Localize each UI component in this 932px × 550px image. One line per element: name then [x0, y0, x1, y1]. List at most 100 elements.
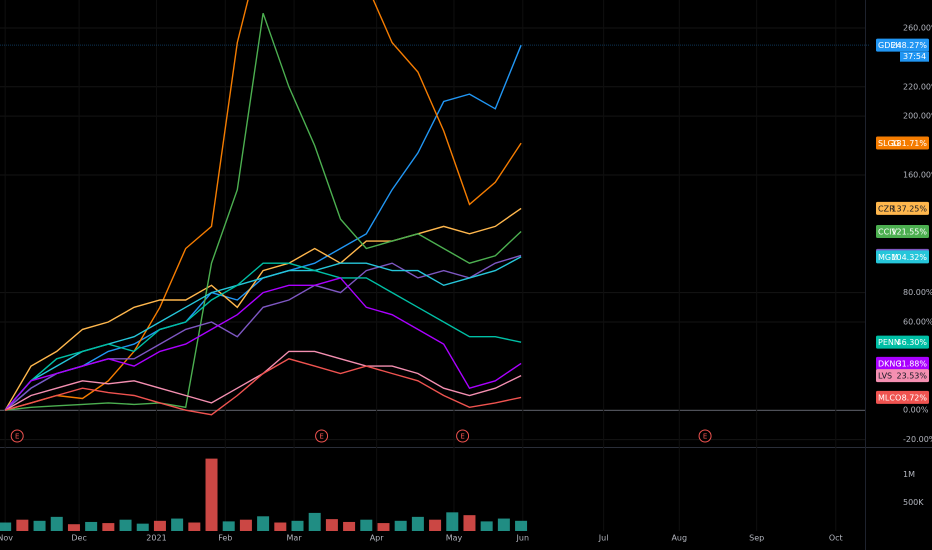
volume-bar	[446, 512, 459, 531]
earnings-marker	[315, 429, 329, 443]
volume-bar	[85, 521, 98, 531]
legend-entry: GDEH	[878, 41, 901, 50]
legend-entry: CCIV	[878, 228, 898, 237]
value-label: 104.32%	[891, 253, 927, 262]
volume-bar	[205, 458, 218, 531]
volume-bar	[239, 519, 252, 531]
value-label: 121.55%	[891, 228, 927, 237]
earnings-label: E	[15, 433, 19, 441]
volume-pane	[0, 458, 528, 531]
badge: MLCO 8.72%	[876, 390, 929, 404]
badge-box	[876, 335, 929, 349]
y-tick-label: 260.00%	[903, 23, 932, 32]
series-line	[4, 277, 522, 411]
volume-bar	[119, 519, 132, 531]
countdown-box	[900, 51, 929, 62]
plot	[4, 0, 522, 416]
volume-bar	[274, 522, 287, 531]
earnings-label: E	[319, 433, 323, 441]
x-tick-label: Oct	[829, 534, 843, 543]
value-label: 23.53%	[896, 372, 927, 381]
badge-box	[876, 136, 929, 150]
volume-bar	[343, 521, 356, 531]
legend-entry: CZR	[878, 204, 895, 213]
volume-bar	[291, 520, 304, 531]
x-tick-label: Jul	[598, 534, 609, 543]
badge-box	[876, 369, 929, 383]
volume-bar	[497, 518, 510, 531]
legend-entry: DKNG	[878, 359, 902, 368]
earnings-label: E	[460, 433, 464, 441]
y-tick-label: 60.00%	[903, 318, 932, 327]
volume-bar	[325, 519, 338, 531]
x-tick-label: Jun	[516, 534, 530, 543]
x-tick-label: Mar	[287, 534, 303, 543]
y-tick-label: 80.00%	[903, 288, 932, 297]
volume-bar	[429, 519, 442, 531]
volume-tick-label: 500K	[903, 498, 924, 507]
volume-bar	[0, 522, 12, 531]
y-tick-label: 0.00%	[903, 406, 929, 415]
badge-box	[876, 390, 929, 404]
volume-bar	[136, 523, 149, 531]
series-line	[5, 12, 522, 411]
volume-bar	[50, 516, 63, 531]
value-label: 8.72%	[902, 393, 928, 402]
volume-bar	[171, 518, 184, 531]
volume-bar	[515, 520, 528, 531]
legend-entry: MLCO	[878, 393, 901, 402]
y-tick-label: -20.00%	[903, 435, 932, 444]
earnings-marker	[698, 429, 712, 443]
volume-bar	[102, 523, 115, 531]
x-tick-label: Apr	[370, 534, 385, 543]
volume-bar	[67, 524, 80, 531]
badge-box	[876, 201, 929, 215]
volume-bar	[222, 521, 235, 531]
x-tick-label: Sep	[749, 534, 764, 543]
volume-bar	[377, 523, 390, 531]
badge-box	[876, 225, 929, 239]
x-tick-label: Aug	[671, 534, 687, 543]
x-tick-label: Feb	[218, 534, 232, 543]
value-label: 248.27%	[891, 41, 927, 50]
volume-bar	[33, 520, 46, 531]
volume-bar	[394, 520, 407, 531]
value-label: 31.88%	[896, 359, 927, 368]
volume-bar	[16, 519, 29, 531]
series-line	[5, 358, 522, 416]
series-line	[5, 0, 522, 411]
x-tick-label: Dec	[71, 534, 86, 543]
series-line	[4, 207, 522, 411]
series-line	[4, 262, 522, 411]
value-label: 181.71%	[891, 139, 927, 148]
value-label: 137.25%	[891, 204, 927, 213]
legend-entry: SLGG	[878, 139, 900, 148]
volume-bar	[188, 522, 201, 531]
legend-entry: LVS	[878, 372, 892, 381]
volume-bar	[411, 516, 424, 531]
y-tick-label: 160.00%	[903, 170, 932, 179]
volume-bar	[257, 516, 270, 531]
x-tick-label: 2021	[146, 534, 166, 543]
y-tick-label: 220.00%	[903, 82, 932, 91]
x-tick-label: May	[446, 534, 463, 543]
countdown: 37:54	[903, 52, 926, 61]
value-label: 46.30%	[896, 338, 927, 347]
volume-bar	[308, 512, 321, 531]
volume-bar	[360, 519, 373, 531]
volume-bar	[463, 515, 476, 531]
badge-box	[876, 356, 929, 370]
earnings-marker	[456, 429, 470, 443]
x-tick-label: Nov	[0, 534, 13, 543]
earnings-marker	[10, 429, 24, 443]
legend-entry: PENN	[878, 338, 900, 347]
earnings-label: E	[703, 433, 707, 441]
volume-tick-label: 1M	[903, 470, 915, 479]
